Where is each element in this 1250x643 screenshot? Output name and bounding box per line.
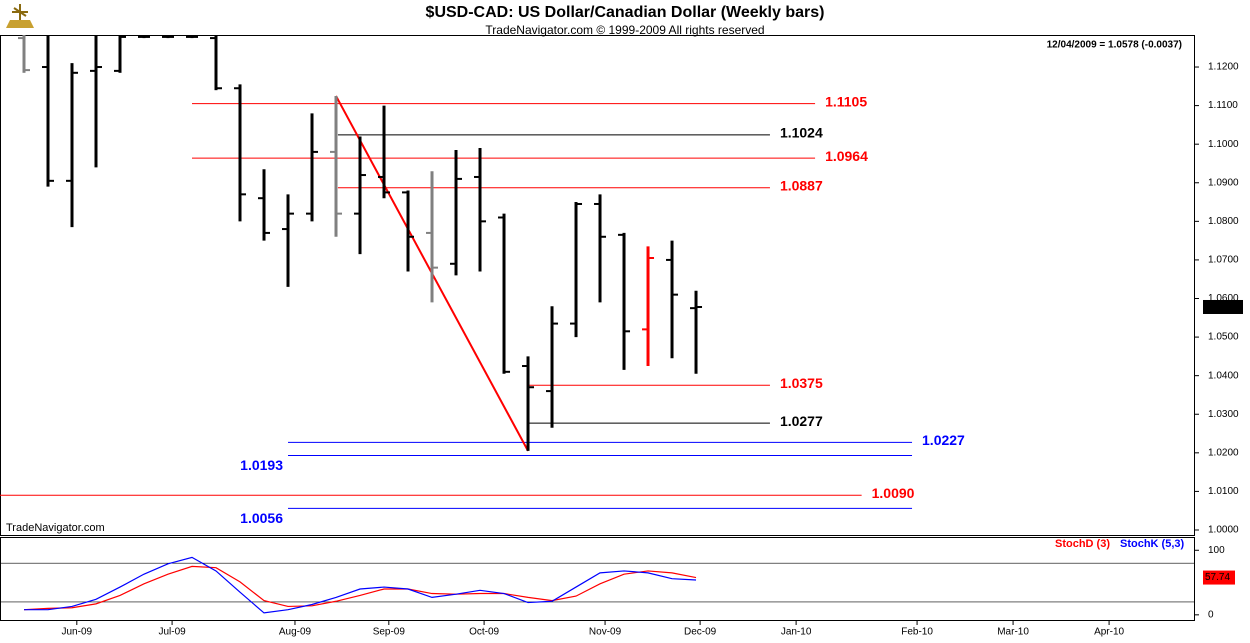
x-tick-label: Oct-09: [469, 627, 499, 638]
level-label: 1.0056: [240, 510, 283, 526]
price-plot: [0, 35, 913, 509]
legend-entry: StochK (5,3): [1120, 538, 1185, 550]
stoch-plot: [0, 556, 1195, 614]
watermark: TradeNavigator.com: [6, 522, 105, 534]
y-tick-label: 1.0400: [1208, 370, 1239, 381]
y-tick-label: 0: [1208, 609, 1214, 620]
y-tick-label: 1.0000: [1208, 525, 1239, 536]
legend-entry: StochD (3): [1055, 538, 1110, 550]
level-label: 1.1105: [825, 93, 867, 109]
stoch-line: [24, 556, 697, 614]
level-label: 1.0375: [780, 375, 823, 391]
x-tick-label: Aug-09: [279, 627, 312, 638]
y-tick-label: 1.1200: [1208, 62, 1239, 73]
x-tick-label: Nov-09: [589, 627, 622, 638]
level-label: 1.0964: [825, 148, 868, 164]
stoch-line: [23, 565, 697, 611]
level-label: 1.0193: [240, 457, 283, 473]
y-tick-label: 1.0900: [1208, 177, 1239, 188]
x-tick-label: Jul-09: [158, 627, 186, 638]
price-tag: 1.0578: [1205, 302, 1236, 313]
x-tick-label: Jun-09: [62, 627, 93, 638]
y-tick-label: 1.0600: [1208, 293, 1239, 304]
y-tick-label: 1.0500: [1208, 332, 1239, 343]
y-tick-label: 1.0800: [1208, 216, 1239, 227]
value-tag: 57.74: [1205, 572, 1230, 583]
stoch-panel: [0, 537, 1195, 621]
y-tick-label: 1.0300: [1208, 409, 1239, 420]
chart-title: $USD-CAD: US Dollar/Canadian Dollar (Wee…: [426, 4, 825, 21]
price-tag-box: [1203, 299, 1243, 314]
x-tick-label: Sep-09: [373, 627, 406, 638]
y-tick-label: 1.0700: [1208, 255, 1239, 266]
y-tick-label: 100: [1208, 545, 1225, 556]
logo: [6, 4, 34, 28]
y-tick-label: 1.1000: [1208, 139, 1239, 150]
x-tick-label: Jan-10: [781, 627, 812, 638]
price-note: 12/04/2009 = 1.0578 (-0.0037): [1047, 40, 1182, 51]
chart-subtitle: TradeNavigator.com © 1999-2009 All right…: [485, 23, 764, 37]
value-tag-box: [1203, 570, 1235, 585]
x-tick-label: Feb-10: [901, 627, 933, 638]
y-tick-label: 1.0100: [1208, 486, 1239, 497]
level-label: 1.0090: [872, 485, 915, 501]
x-tick-label: Mar-10: [997, 627, 1029, 638]
y-tick-label: 1.1100: [1208, 100, 1238, 111]
y-tick-label: 1.0200: [1208, 447, 1239, 458]
level-label: 1.0277: [780, 413, 823, 429]
x-tick-label: Apr-10: [1094, 627, 1124, 638]
x-tick-label: Dec-09: [684, 627, 717, 638]
price-panel: [0, 35, 1195, 536]
axes: 1.0000 1.0100 1.0200 1.0300 1.0400 1.0500 1.06…: [62, 62, 1243, 638]
level-label: 1.1024: [780, 125, 823, 141]
level-label: 1.0227: [922, 432, 965, 448]
level-label: 1.0887: [780, 177, 823, 193]
